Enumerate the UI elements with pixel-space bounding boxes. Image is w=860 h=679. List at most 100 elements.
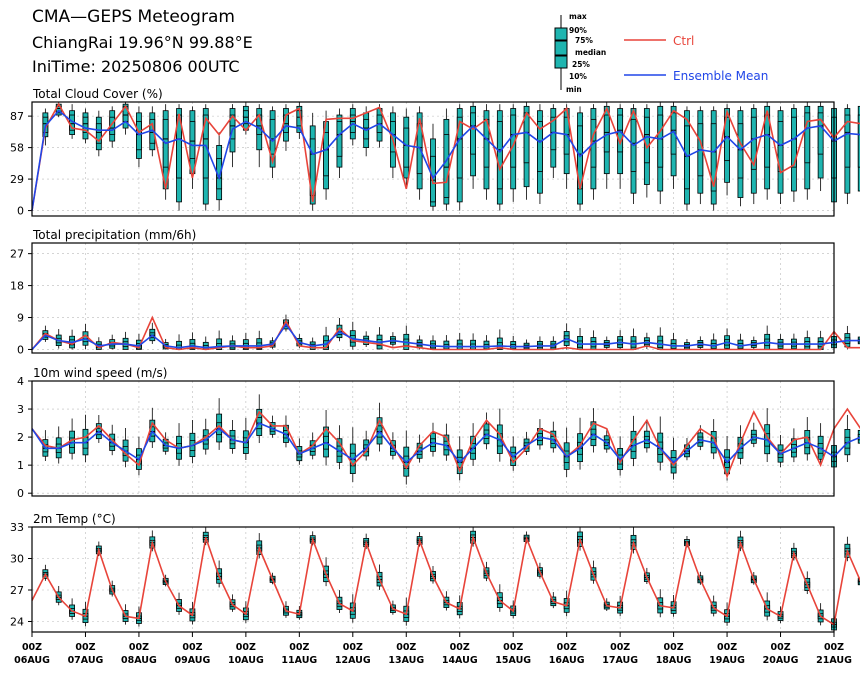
box-inner xyxy=(82,116,89,133)
ctrl-line-precip xyxy=(31,315,860,351)
series-legend: Ctrl Ensemble Mean xyxy=(624,34,768,83)
box-precip xyxy=(577,327,583,350)
y-tick-label: 0 xyxy=(17,205,24,218)
x-tick-label-time: 00Z xyxy=(22,642,42,653)
box-cloud xyxy=(657,102,664,205)
box-inner xyxy=(817,112,824,155)
box-wind xyxy=(791,428,797,463)
box-wind xyxy=(256,394,263,444)
box-inner xyxy=(309,138,316,196)
box-wind xyxy=(95,415,102,443)
mean-line-cloud xyxy=(31,109,860,211)
x-tick-label-time: 00Z xyxy=(664,642,684,653)
x-axis: 00Z 06AUG 00Z 07AUG 00Z 08AUG 00Z 09AUG 00Z 10AUG… xyxy=(14,632,852,666)
x-tick-label-time: 00Z xyxy=(610,642,630,653)
y-tick-label: 58 xyxy=(10,142,24,155)
box-temp xyxy=(376,564,383,590)
box-precip xyxy=(791,333,797,350)
box-cloud xyxy=(737,106,744,207)
box-precip xyxy=(376,327,383,350)
box-precip xyxy=(229,335,236,350)
box-cloud xyxy=(710,106,717,211)
box-inner xyxy=(456,116,463,179)
box-legend-p90: 90% xyxy=(569,26,587,35)
box-precip xyxy=(630,328,637,350)
box-precip xyxy=(737,333,744,350)
y-tick-label: 0 xyxy=(17,487,24,500)
box-wind xyxy=(456,436,463,481)
y-tick-label: 33 xyxy=(10,521,24,534)
y-tick-label: 0 xyxy=(17,343,24,356)
box-cloud xyxy=(510,104,517,202)
box-precip xyxy=(750,336,757,350)
box-precip xyxy=(724,328,730,350)
x-tick-label-time: 00Z xyxy=(236,642,256,653)
panel-title-wind: 10m wind speed (m/s) xyxy=(33,366,167,380)
y-tick-label: 27 xyxy=(10,248,24,261)
box-precip xyxy=(590,330,597,350)
box-cloud xyxy=(82,108,89,144)
box-inner xyxy=(643,116,650,164)
box-cloud xyxy=(456,104,463,211)
box-wind xyxy=(430,422,436,457)
box-wind xyxy=(403,430,410,485)
box-wind xyxy=(229,420,236,454)
box-wind xyxy=(189,419,196,464)
box-precip xyxy=(430,335,436,350)
mean-line-precip xyxy=(31,323,860,351)
box-legend-p75: 75% xyxy=(575,36,593,45)
box-precip xyxy=(122,331,129,350)
box-precip xyxy=(523,339,530,350)
panel-wind: 10m wind speed (m/s) 0 1 2 3 4 xyxy=(17,366,860,500)
box-wind xyxy=(737,425,744,465)
mean-line-wind xyxy=(31,422,860,464)
y-tick-label: 29 xyxy=(10,173,24,186)
y-tick-label: 2 xyxy=(17,431,24,444)
box-precip xyxy=(710,333,717,350)
panel-frame-temp xyxy=(31,526,835,633)
box-wind xyxy=(82,414,89,463)
box-precip xyxy=(510,335,517,350)
box-cloud xyxy=(537,104,543,205)
box-cloud xyxy=(336,108,343,178)
x-tick-label-time: 00Z xyxy=(824,642,844,653)
box-cloud xyxy=(817,102,824,192)
box-cloud xyxy=(697,106,704,205)
box-cloud xyxy=(470,102,477,189)
box-cloud xyxy=(136,106,142,168)
box-wind xyxy=(349,427,356,482)
box-cloud xyxy=(483,104,490,200)
box-inner xyxy=(523,112,530,164)
y-tick-label: 87 xyxy=(10,110,24,123)
box-cloud xyxy=(617,104,624,189)
box-inner xyxy=(844,114,851,168)
box-inner xyxy=(764,114,771,168)
box-precip xyxy=(804,330,811,350)
box-wind xyxy=(216,398,223,450)
box-cloud xyxy=(643,104,650,198)
panel-temp: 2m Temp (°C) 24 27 30 33 xyxy=(10,512,860,633)
x-tick-label-date: 06AUG xyxy=(14,655,50,666)
panel-title-precip: Total precipitation (mm/6h) xyxy=(32,228,196,242)
panel-title-cloud: Total Cloud Cover (%) xyxy=(32,87,163,101)
x-tick-label-date: 07AUG xyxy=(68,655,104,666)
panel-frame-precip xyxy=(31,242,835,354)
box-inner xyxy=(750,116,757,170)
x-tick-label-time: 00Z xyxy=(129,642,149,653)
box-inner xyxy=(323,131,329,177)
box-cloud xyxy=(777,106,784,205)
box-wind xyxy=(643,421,650,453)
location-label: ChiangRai 19.96°N 99.88°E xyxy=(32,33,253,52)
box-precip xyxy=(149,322,156,344)
box-precip xyxy=(537,336,543,350)
box-wind xyxy=(122,427,129,468)
box-inner xyxy=(537,121,543,172)
box-wind xyxy=(176,423,182,466)
box-precip xyxy=(617,330,624,350)
box-legend-min: min xyxy=(566,85,582,94)
x-tick-label-date: 18AUG xyxy=(656,655,692,666)
box-cloud xyxy=(496,104,503,211)
box-wind xyxy=(376,402,383,452)
legend-mean-label: Ensemble Mean xyxy=(673,69,768,83)
